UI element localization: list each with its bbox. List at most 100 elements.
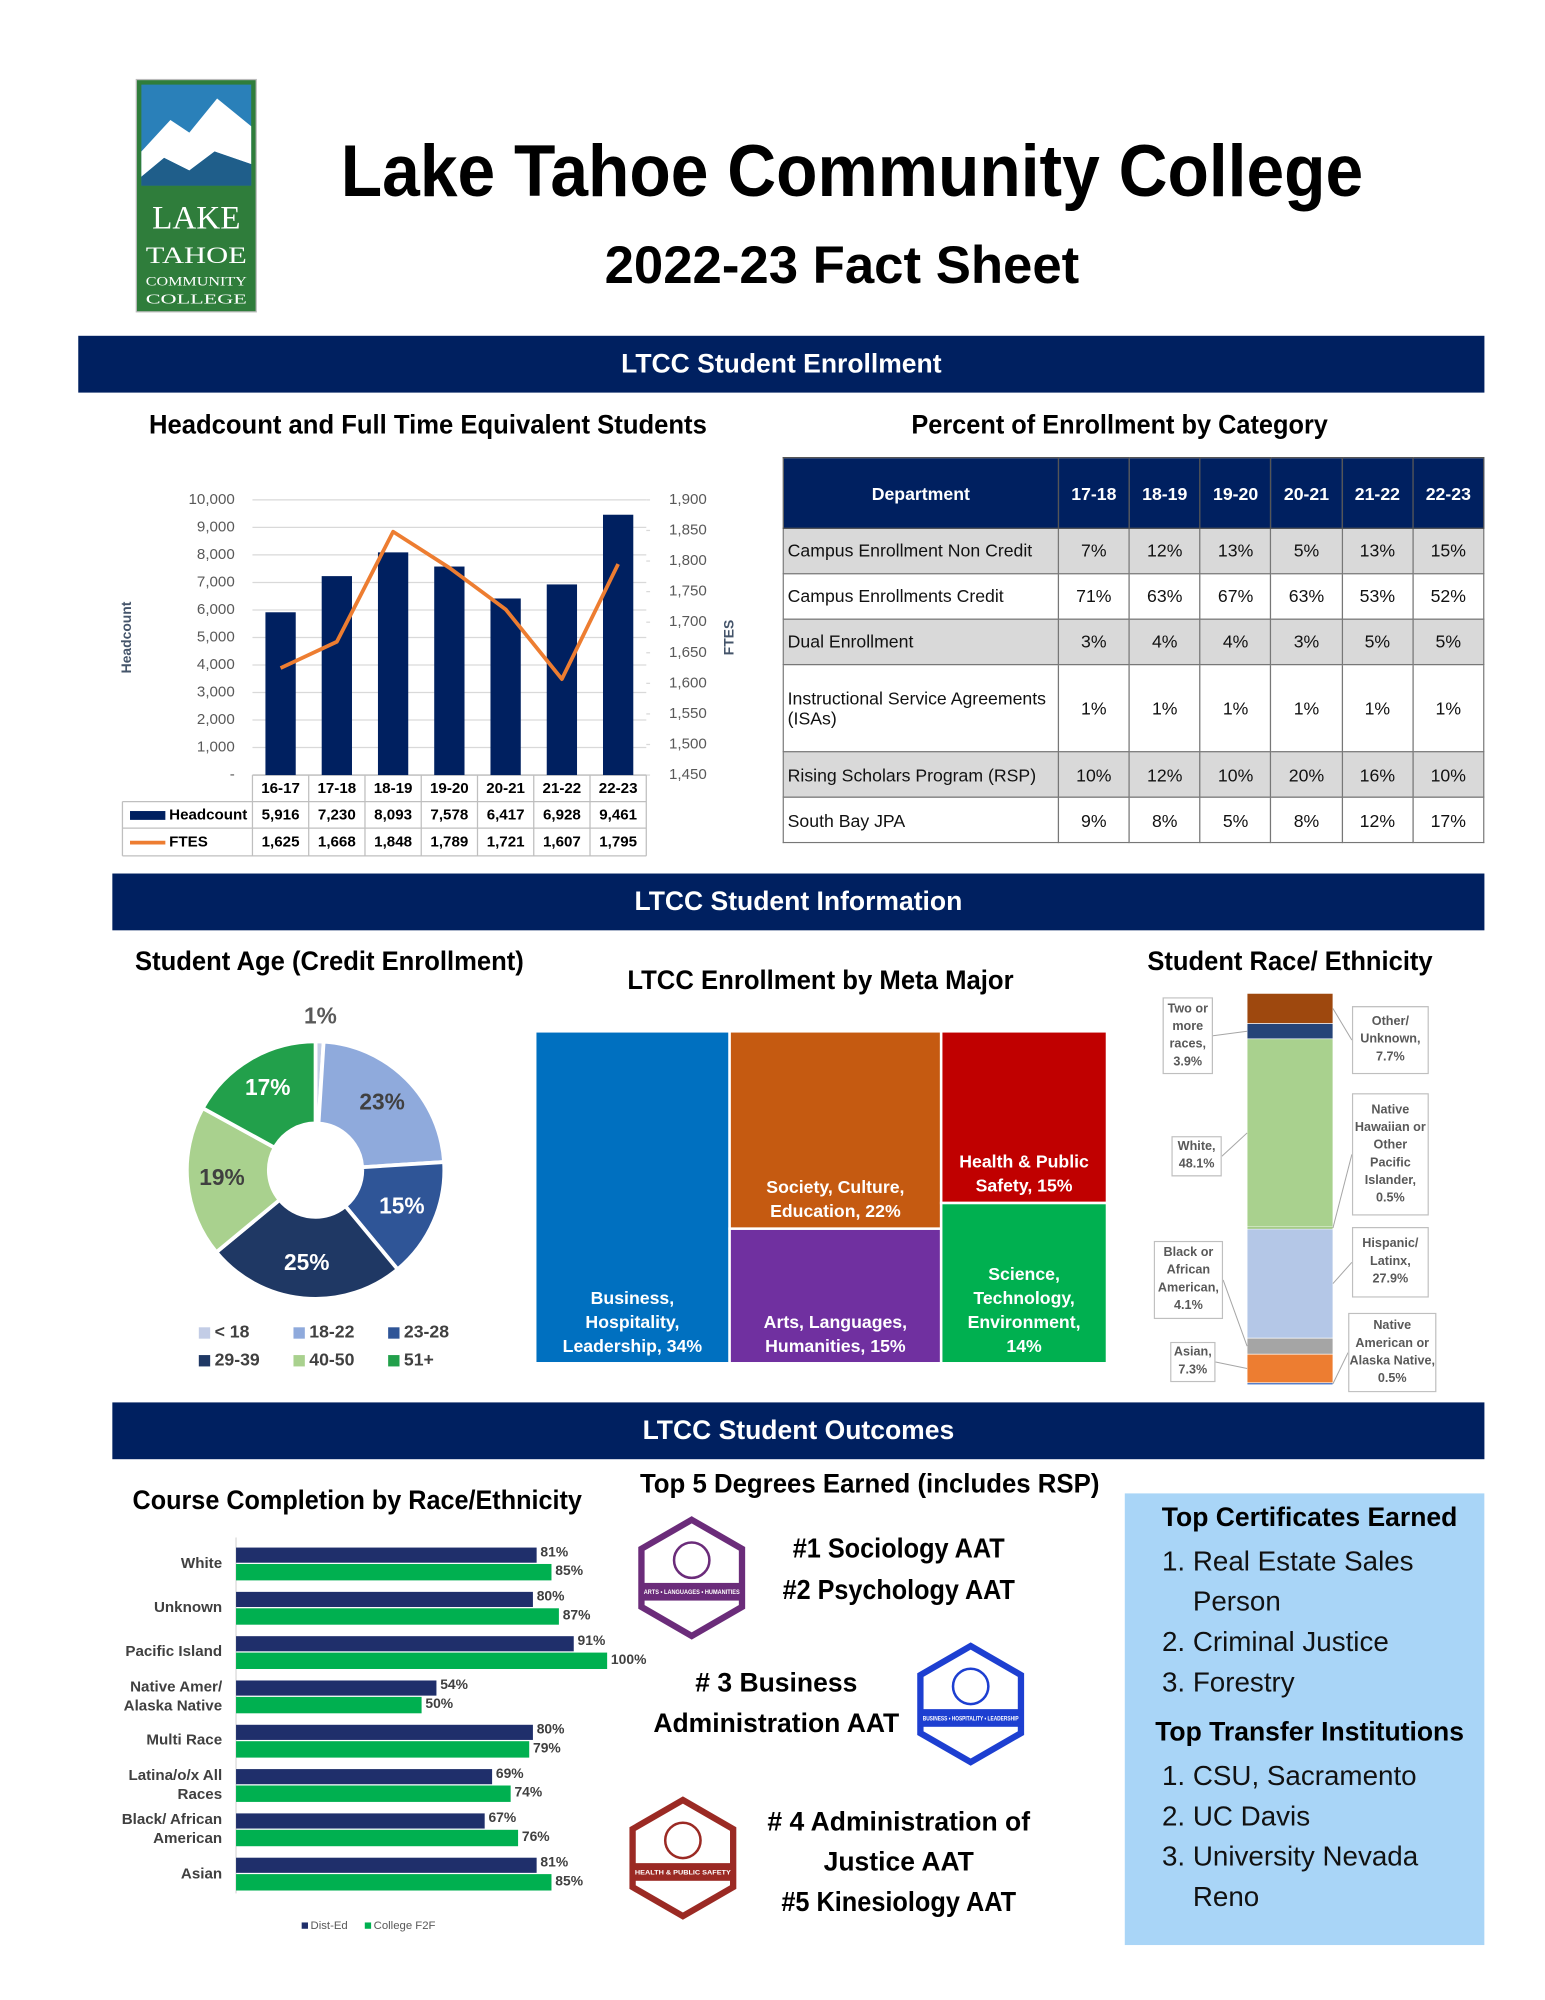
degree-item: # 3 Business Administration AAT xyxy=(653,1668,900,1739)
tile-text: Arts, Languages, Humanities, 15% xyxy=(763,1311,908,1356)
legend-key xyxy=(386,1326,401,1340)
callout: Native American or Alaska Native, 0.5% xyxy=(1348,1312,1437,1393)
y2-tick-label: 1,650 xyxy=(669,644,707,661)
y-tick-label: Multi Race xyxy=(146,1731,223,1749)
legend-label: 18-22 xyxy=(309,1322,354,1342)
callout-box: Hispanic/ Latinx, 27.9% xyxy=(1351,1226,1429,1298)
degree-box: # 3 Business Administration AAT xyxy=(653,1668,900,1739)
bar xyxy=(236,1769,493,1785)
column-header: 21-22 xyxy=(1341,456,1414,529)
callout-text: Native American or Alaska Native, 0.5% xyxy=(1349,1318,1436,1386)
table-row: Instructional Service Agreements (ISAs) 1… xyxy=(782,663,1485,753)
logo-hill xyxy=(141,151,252,186)
category-label: Black/ African American xyxy=(122,1810,222,1847)
callout: Hispanic/ Latinx, 27.9% xyxy=(1351,1226,1429,1298)
legend-label: Headcount xyxy=(169,806,247,823)
box-title: Top Transfer Institutions xyxy=(1155,1717,1464,1748)
y-tick-label: 5,000 xyxy=(197,628,235,645)
bar xyxy=(236,1813,485,1829)
cell: 1% xyxy=(1057,663,1130,753)
bar xyxy=(236,1652,608,1669)
category-label-box: Pacific Island xyxy=(101,1629,222,1674)
bar xyxy=(602,514,634,776)
cell: 53% xyxy=(1341,572,1414,620)
legend-label: 29-39 xyxy=(215,1349,260,1369)
tile-label-box: Business, Hospitality, Leadership, 34% xyxy=(535,1031,729,1363)
cell: 8% xyxy=(1128,796,1201,844)
data-label: 1% xyxy=(304,1002,337,1028)
leader-line xyxy=(1212,1030,1248,1037)
donut-slice xyxy=(316,1039,447,1170)
callout-text: Asian, 7.3% xyxy=(1173,1345,1212,1378)
data-label: 15% xyxy=(379,1192,424,1218)
list: Real Estate Sales PersonCriminal Justice… xyxy=(1142,1541,1476,1703)
degree-box-box: # 4 Administration of Justice AAT xyxy=(751,1797,1046,1888)
y2-tick-label: 1,550 xyxy=(669,705,707,722)
badge-icon xyxy=(663,1821,702,1860)
cell: 12% xyxy=(1128,527,1201,575)
legend-key xyxy=(386,1353,401,1368)
cell: 5% xyxy=(1199,796,1272,844)
cell: 67% xyxy=(1199,572,1272,620)
category-label: Asian xyxy=(101,1851,222,1896)
info-box-box: Top Certificates Earned Real Estate Sales… xyxy=(1124,1493,1485,1946)
tile-text: Science, Technology, Environment, 14% xyxy=(967,1263,1081,1356)
table-row: Campus Enrollments Credit 71% 63% 67% 63% 53%… xyxy=(782,572,1485,620)
y2-tick-label: 1,850 xyxy=(669,521,707,538)
stack-segment xyxy=(1246,1038,1334,1228)
y2-tick-label: 1,800 xyxy=(669,552,707,569)
box-title: Top Certificates Earned xyxy=(1161,1503,1458,1533)
logo-text: COLLEGE xyxy=(146,293,247,308)
cell: 9% xyxy=(1057,796,1130,844)
table-row: Campus Enrollment Non Credit 7% 12% 13% 5% 13… xyxy=(782,527,1485,575)
bar xyxy=(236,1563,552,1581)
data-label: 81% xyxy=(540,1853,568,1869)
bar xyxy=(434,566,465,776)
y-tick-label: 9,000 xyxy=(197,518,235,535)
tile-text: Health & Public Safety, 15% xyxy=(959,1151,1089,1196)
bar xyxy=(236,1741,530,1758)
tile-label: Business, Hospitality, Leadership, 34% xyxy=(535,1031,729,1363)
logo-text: COMMUNITY xyxy=(146,275,247,289)
line xyxy=(279,529,620,681)
legend-key xyxy=(364,1922,372,1929)
column-header: 22-23 xyxy=(1412,456,1485,529)
y-tick-label: 8,000 xyxy=(197,546,235,563)
data-label: 85% xyxy=(555,1872,583,1888)
treemap-tile xyxy=(939,1201,1109,1365)
callout-text: Black or African American, 4.1% xyxy=(1157,1245,1219,1313)
cell: 1% xyxy=(1412,663,1485,753)
category-label-box: Latina/o/x All Races xyxy=(101,1762,222,1807)
row-label: South Bay JPA xyxy=(782,796,1060,844)
callout-box: Native American or Alaska Native, 0.5% xyxy=(1348,1312,1437,1393)
legend-key xyxy=(292,1326,307,1340)
y-tick-label: 7,000 xyxy=(197,573,235,590)
legend-key xyxy=(130,811,166,820)
badge-ribbon xyxy=(629,1863,736,1881)
category-label-box: Native Amer/ Alaska Native xyxy=(101,1674,223,1719)
stack-segment xyxy=(1246,1228,1334,1339)
heading: Course Completion by Race/Ethnicity xyxy=(133,1485,583,1515)
y-tick-label: 3,000 xyxy=(197,684,235,701)
cell: 71% xyxy=(1057,572,1130,620)
legend-key xyxy=(197,1353,212,1368)
x-tick-label: 19-20 xyxy=(430,780,469,797)
bar xyxy=(265,612,296,776)
y-tick-label: Latina/o/x All Races xyxy=(128,1765,223,1803)
category-label-box: Asian xyxy=(101,1851,222,1896)
callout: Asian, 7.3% xyxy=(1170,1341,1216,1383)
data-label: 6,417 xyxy=(487,806,525,823)
y-tick-label: Asian xyxy=(180,1863,223,1882)
callout: White, 48.1% xyxy=(1171,1136,1222,1177)
data-label: 1,795 xyxy=(599,834,637,851)
callout: Two or more races, 3.9% xyxy=(1162,997,1214,1075)
cell: 16% xyxy=(1341,751,1414,798)
y-tick-label: 4,000 xyxy=(197,656,235,673)
heading: Percent of Enrollment by Category xyxy=(911,410,1328,440)
data-label: 5,916 xyxy=(262,806,300,823)
category-label-box: Unknown xyxy=(101,1585,222,1630)
cell: 15% xyxy=(1412,527,1485,575)
data-label: 17% xyxy=(245,1074,290,1100)
data-label: 1,789 xyxy=(430,834,468,851)
cell: 5% xyxy=(1270,527,1343,575)
